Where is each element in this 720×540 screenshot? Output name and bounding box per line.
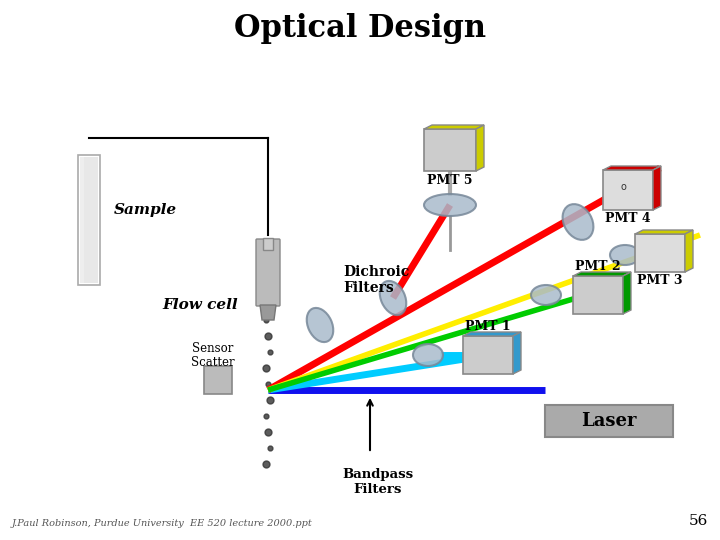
Ellipse shape xyxy=(307,308,333,342)
Bar xyxy=(603,170,653,210)
Bar xyxy=(463,336,513,374)
FancyBboxPatch shape xyxy=(256,239,280,306)
Bar xyxy=(263,238,273,250)
Bar xyxy=(80,157,84,283)
Bar xyxy=(204,366,232,394)
Text: Scatter: Scatter xyxy=(192,355,235,368)
Bar xyxy=(635,234,685,272)
Polygon shape xyxy=(685,230,693,272)
Text: Sensor: Sensor xyxy=(192,341,234,354)
Polygon shape xyxy=(603,166,661,170)
Bar xyxy=(573,276,623,314)
Text: Dichroic
Filters: Dichroic Filters xyxy=(343,265,409,295)
Polygon shape xyxy=(573,272,631,276)
Text: Bandpass
Filters: Bandpass Filters xyxy=(343,468,413,496)
Ellipse shape xyxy=(562,204,593,240)
Ellipse shape xyxy=(413,344,443,366)
Text: J.Paul Robinson, Purdue University  EE 520 lecture 2000.ppt: J.Paul Robinson, Purdue University EE 52… xyxy=(12,519,312,528)
Ellipse shape xyxy=(610,245,640,265)
Bar xyxy=(80,157,98,283)
Text: Optical Design: Optical Design xyxy=(234,12,486,44)
Text: Flow cell: Flow cell xyxy=(162,298,238,312)
Polygon shape xyxy=(513,332,521,374)
Text: PMT 4: PMT 4 xyxy=(606,212,651,225)
Polygon shape xyxy=(260,305,276,320)
Text: PMT 3: PMT 3 xyxy=(637,274,683,287)
Polygon shape xyxy=(424,125,484,129)
Text: PMT 1: PMT 1 xyxy=(465,321,510,334)
Text: PMT 2: PMT 2 xyxy=(575,260,621,273)
Ellipse shape xyxy=(379,281,406,315)
Bar xyxy=(424,129,476,171)
Polygon shape xyxy=(623,272,631,314)
Polygon shape xyxy=(653,166,661,210)
Text: Laser: Laser xyxy=(581,412,636,430)
Text: 56: 56 xyxy=(688,514,708,528)
Polygon shape xyxy=(635,230,693,234)
Bar xyxy=(78,155,100,285)
Polygon shape xyxy=(476,125,484,171)
Text: Sample: Sample xyxy=(114,203,176,217)
Text: PMT 5: PMT 5 xyxy=(427,173,473,186)
Polygon shape xyxy=(463,332,521,336)
Ellipse shape xyxy=(424,194,476,216)
FancyBboxPatch shape xyxy=(545,405,673,437)
Text: o: o xyxy=(620,182,626,192)
Ellipse shape xyxy=(531,285,561,305)
